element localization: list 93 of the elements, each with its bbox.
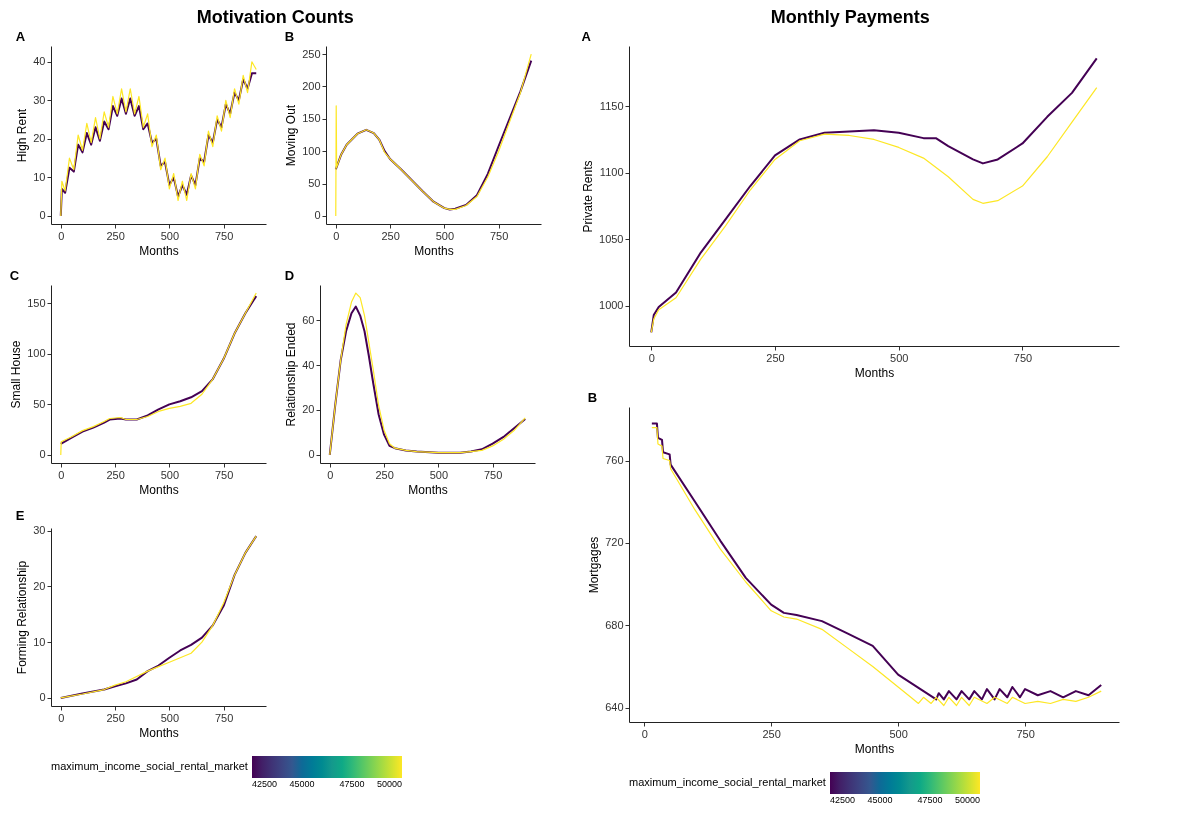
y-tick-label: 20 [33,579,46,592]
x-tick-label: 750 [214,229,234,242]
y-tick-label: 30 [33,524,46,537]
x-tick-label: 750 [489,229,509,242]
y-tick-label: 0 [308,448,315,461]
y-tick-label: 50 [308,177,321,190]
x-axis-title: Months [414,243,454,258]
line-series [59,535,258,699]
y-tick-label: 100 [302,144,321,157]
x-tick-label: 250 [375,468,394,481]
x-axis-title: Months [139,243,179,258]
y-tick-label: 10 [33,635,46,648]
x-tick-label: 750 [483,468,503,481]
y-tick-label: 760 [605,454,624,467]
y-tick-label: 10 [33,170,46,183]
y-tick-label: 1050 [599,232,624,245]
y-axis-title: High Rent [15,108,30,163]
x-tick-label: 0 [327,468,334,481]
y-tick-label: 100 [27,347,46,360]
y-tick-label: 640 [605,701,624,714]
chart-title: A [15,29,26,44]
x-tick-label: 750 [1013,351,1033,364]
y-tick-label: 40 [33,55,46,68]
x-tick-label: 250 [106,711,125,724]
y-tick-label: 20 [33,132,46,145]
x-axis-title: Months [854,741,895,756]
chart-title: A [581,29,592,44]
x-tick-label: 500 [890,351,909,364]
y-axis-title: Private Rents [581,160,596,233]
x-tick-label: 500 [160,229,180,242]
color-bar-label: 50000 [376,779,402,789]
text: Motivation Counts [196,7,354,27]
color-bar-label: 42500 [830,795,856,805]
y-tick-label: 0 [39,448,46,461]
y-tick-label: 50 [33,397,46,410]
y-axis-title: Relationship Ended [284,322,299,427]
color-bar-label: 50000 [954,795,980,805]
x-tick-label: 500 [435,229,455,242]
x-tick-label: 0 [333,229,340,242]
x-tick-label: 750 [214,711,234,724]
x-axis-title: Months [139,725,179,740]
x-tick-label: 500 [160,468,180,481]
y-tick-label: 0 [314,209,321,222]
chart-title: C [9,268,20,283]
x-tick-label: 250 [106,468,125,481]
chart-title: B [284,29,295,44]
y-tick-label: 720 [605,536,624,549]
x-tick-label: 250 [766,351,785,364]
x-tick-label: 0 [58,468,65,481]
x-tick-label: 0 [648,351,655,364]
color-bar-label: 47500 [339,779,365,789]
y-tick-label: 0 [39,209,46,222]
x-axis-title: Months [139,482,179,497]
text: Monthly Payments [770,7,930,27]
y-tick-label: 1000 [599,299,624,312]
x-axis-title: Months [854,365,895,380]
x-tick-label: 250 [381,229,400,242]
y-tick-label: 200 [302,79,321,92]
y-tick-label: 1100 [599,166,624,179]
y-axis-title: Mortgages [587,536,602,594]
y-axis-title: Small House [9,340,24,409]
x-tick-label: 500 [160,711,180,724]
color-bar-label: 45000 [289,779,315,789]
color-bar-label: 47500 [917,795,943,805]
x-axis-title: Months [408,482,448,497]
y-tick-label: 30 [33,93,46,106]
y-tick-label: 680 [605,618,624,631]
x-tick-label: 0 [641,727,648,740]
x-tick-label: 750 [1016,727,1035,740]
y-tick-label: 0 [39,691,46,704]
color-bar-title: maximum_income_social_rental_market [629,776,826,788]
x-tick-label: 750 [214,468,234,481]
y-tick-label: 250 [302,47,321,60]
x-tick-label: 0 [58,229,65,242]
y-tick-label: 1150 [599,99,624,112]
color-bar-label: 45000 [867,795,893,805]
chart-title: D [284,268,295,283]
x-tick-label: 250 [762,727,781,740]
y-tick-label: 150 [302,112,321,125]
y-tick-label: 150 [27,296,46,309]
y-tick-label: 40 [302,358,315,371]
color-bar-title: maximum_income_social_rental_market [51,760,248,772]
x-tick-label: 500 [429,468,449,481]
x-tick-label: 500 [889,727,908,740]
x-tick-label: 250 [106,229,125,242]
y-tick-label: 20 [302,403,315,416]
chart-title: E [15,507,25,523]
y-tick-label: 60 [302,313,315,326]
chart-title: B [587,390,598,405]
y-axis-title: Forming Relationship [15,560,30,675]
color-bar-label: 42500 [252,779,278,789]
x-tick-label: 0 [58,711,65,724]
y-axis-title: Moving Out [284,104,299,167]
